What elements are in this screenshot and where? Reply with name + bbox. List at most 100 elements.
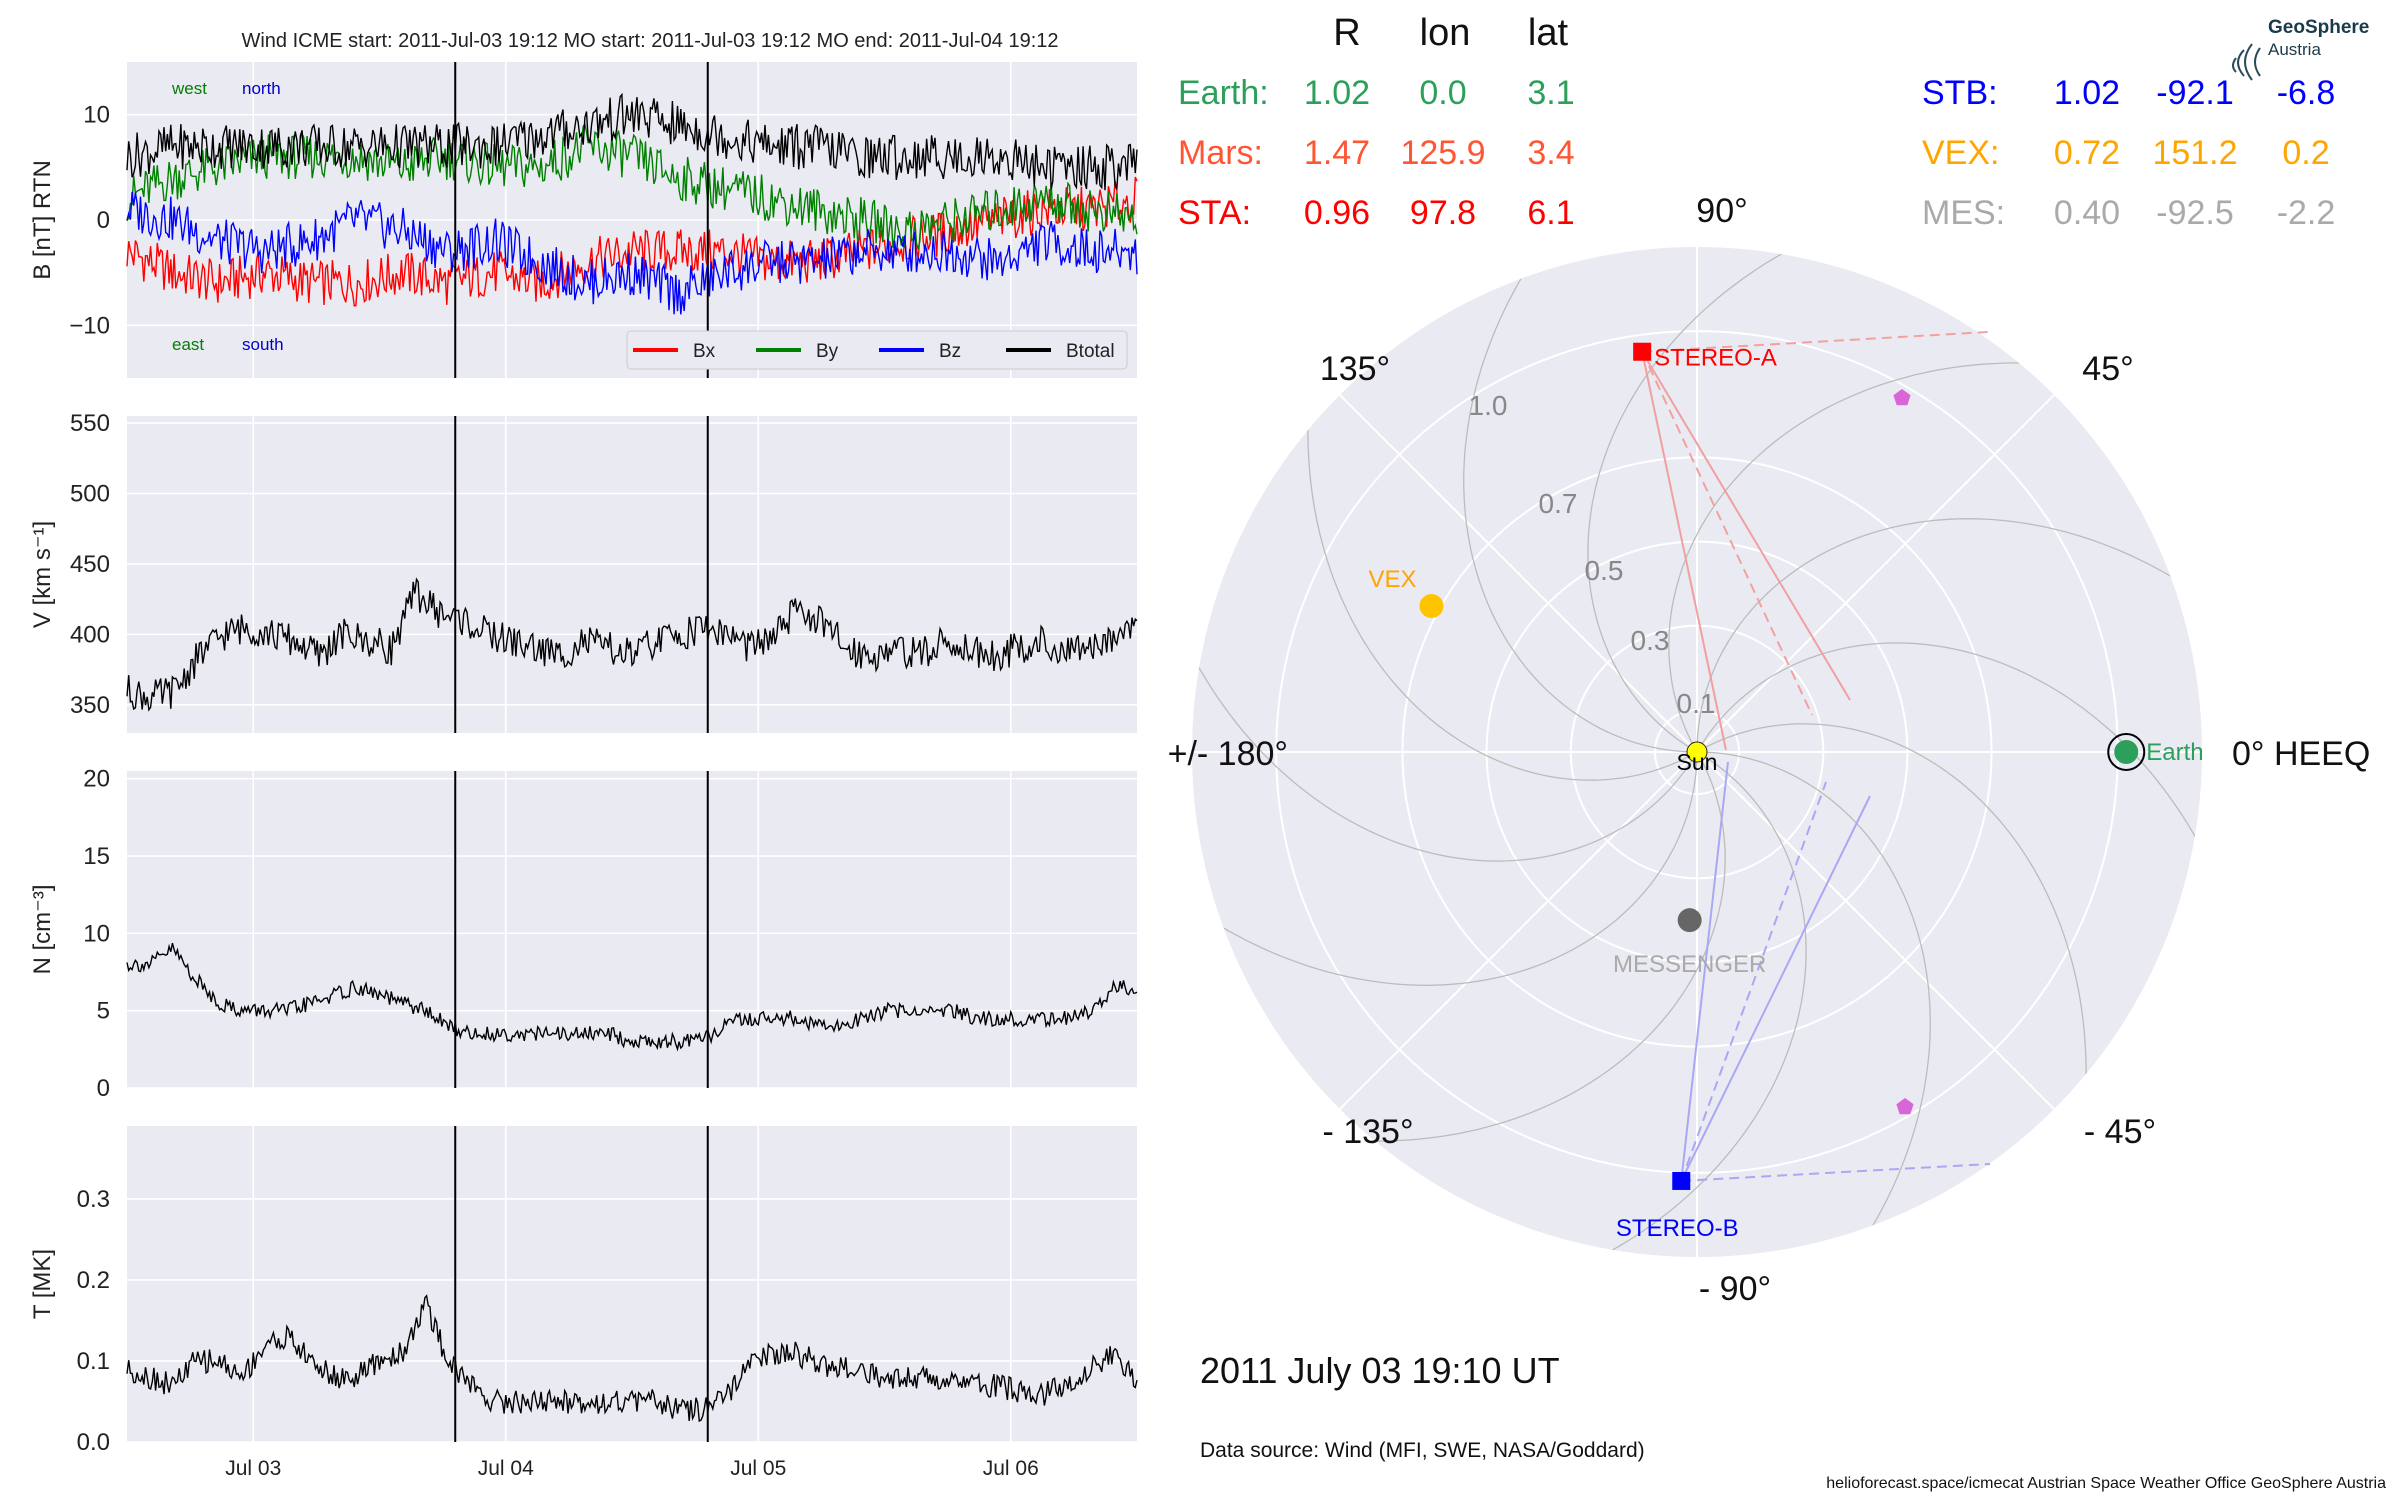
- table-row-name: Mars:: [1178, 134, 1263, 172]
- time-series-panels: 10 0 −10 B [nT] RTN west north east south Bx By Bz…: [29, 62, 1138, 1480]
- y-tick-label: 350: [70, 692, 110, 719]
- planet-marker: [1896, 1098, 1914, 1115]
- table-cell-r: 0.40: [2054, 194, 2120, 232]
- table-row-name: MES:: [1922, 194, 2005, 232]
- series-line-bz: [126, 191, 1138, 315]
- table-cell-lat: 0.2: [2282, 134, 2329, 172]
- earth-label: Earth: [2146, 739, 2203, 766]
- radius-label: 1.0: [1469, 390, 1508, 421]
- table-cell-lat: 3.1: [1527, 74, 1574, 112]
- series-line-bx: [126, 176, 1138, 307]
- parker-spiral-line: [1696, 518, 2202, 744]
- legend-label: Btotal: [1066, 341, 1115, 362]
- table-cell-lat: -6.8: [2277, 74, 2336, 112]
- y-tick-label: 0: [97, 207, 110, 234]
- table-cell-r: 0.72: [2054, 134, 2120, 172]
- stb-fov-line: [1681, 1163, 1991, 1182]
- y-tick-label: 500: [70, 480, 110, 507]
- y-tick-label: −10: [69, 312, 110, 339]
- radius-label: 0.5: [1585, 555, 1624, 586]
- logo-swirl-icon: [2232, 43, 2261, 81]
- parker-spiral-line: [1570, 755, 1807, 1257]
- parker-spiral-line: [1704, 723, 2087, 1122]
- annotation-west: west: [171, 79, 207, 98]
- table-cell-r: 0.96: [1304, 194, 1370, 232]
- y-axis-label: V [km s⁻¹]: [29, 521, 56, 628]
- series-line-data: [126, 577, 1138, 712]
- angle-label: 45°: [2082, 350, 2133, 388]
- stereoa-label: STEREO-A: [1654, 345, 1777, 372]
- data-source-label: Data source: Wind (MFI, SWE, NASA/Goddar…: [1200, 1439, 1645, 1462]
- stereoa-marker: [1633, 342, 1652, 361]
- angle-label: 90°: [1696, 192, 1747, 230]
- panel-background: [127, 416, 1137, 733]
- y-tick-label: 0.2: [77, 1267, 110, 1294]
- messenger-label: MESSENGER: [1613, 951, 1766, 978]
- table-cell-lat: 3.4: [1527, 134, 1574, 172]
- legend-box: [626, 330, 1128, 370]
- parker-spiral-line: [1192, 760, 1698, 986]
- credits-label: helioforecast.space/icmecat Austrian Spa…: [1826, 1475, 2386, 1492]
- table-cell-r: 1.02: [1304, 74, 1370, 112]
- table-cell-lon: 97.8: [1410, 194, 1476, 232]
- y-tick-label: 0.1: [77, 1348, 110, 1375]
- table-header: lon: [1420, 12, 1471, 54]
- y-tick-label: 15: [83, 843, 110, 870]
- sun-marker: [1686, 741, 1708, 763]
- y-tick-label: 5: [97, 998, 110, 1025]
- angle-label: - 90°: [1699, 1270, 1771, 1308]
- stb-fov-line: [1680, 781, 1827, 1182]
- panel-1: 550 500 450 400 350 V [km s⁻¹]: [29, 410, 1138, 733]
- y-tick-label: 20: [83, 766, 110, 793]
- table-row-name: STB:: [1922, 74, 1998, 112]
- parker-spiral-line: [1307, 382, 1690, 781]
- x-tick-label: Jul 04: [478, 1457, 534, 1480]
- parker-spiral-line: [1668, 362, 2067, 745]
- annotation-east: east: [172, 335, 204, 354]
- angle-label: - 135°: [1322, 1113, 1413, 1151]
- series-line-by: [126, 122, 1138, 250]
- radius-label: 0.7: [1539, 488, 1578, 519]
- angle-spoke: [1696, 394, 2055, 753]
- parker-spiral-line: [1463, 247, 1689, 753]
- datetime-label: 2011 July 03 19:10 UT: [1200, 1350, 1560, 1391]
- table-row-name: STA:: [1178, 194, 1251, 232]
- sta-fov-line: [1641, 351, 1727, 751]
- y-tick-label: 0.0: [77, 1429, 110, 1456]
- logo-subname: Austria: [2268, 40, 2321, 59]
- angle-label: 135°: [1320, 350, 1390, 388]
- stb-fov-line: [1680, 761, 1729, 1182]
- stereob-label: STEREO-B: [1616, 1215, 1739, 1242]
- table-cell-lon: -92.5: [2156, 194, 2234, 232]
- annotation-south: south: [242, 335, 284, 354]
- logo-name: GeoSphere: [2268, 17, 2369, 38]
- table-cell-lon: 151.2: [2152, 134, 2237, 172]
- angle-spoke: [1339, 751, 1698, 1110]
- panel-2: 20 15 10 5 0 N [cm⁻³]: [29, 766, 1138, 1102]
- legend: Bx By Bz Btotal: [626, 330, 1128, 370]
- table-header: R: [1333, 12, 1360, 54]
- parker-spiral-line: [1327, 759, 1726, 1142]
- table-cell-lat: 6.1: [1527, 194, 1574, 232]
- series-line-data: [126, 942, 1138, 1052]
- stereob-marker: [1672, 1171, 1691, 1190]
- annotation-north: north: [242, 79, 281, 98]
- angle-label: 0° HEEQ: [2232, 735, 2370, 773]
- vex-label: VEX: [1368, 566, 1416, 593]
- messenger-marker: [1677, 908, 1702, 933]
- panel-0: 10 0 −10 B [nT] RTN west north east south Bx By Bz…: [29, 62, 1138, 378]
- angle-spoke: [1339, 394, 1698, 753]
- parker-spiral-line: [1700, 642, 2202, 879]
- table-row-name: VEX:: [1922, 134, 1999, 172]
- series-line-btotal: [126, 92, 1138, 191]
- x-tick-label: Jul 06: [983, 1457, 1039, 1480]
- y-tick-label: 10: [83, 102, 110, 129]
- y-axis-label: B [nT] RTN: [29, 160, 56, 280]
- polar-orbit-plot: 90° 45° 0° HEEQ - 45° - 90° - 135° +/- 180° 135…: [1168, 192, 2371, 1308]
- parker-spiral-line: [1587, 247, 1824, 749]
- stb-fov-line: [1680, 795, 1871, 1182]
- geosphere-logo: GeoSphere Austria: [2232, 17, 2369, 81]
- y-axis-label: N [cm⁻³]: [29, 885, 56, 975]
- parker-spiral-line: [1192, 625, 1694, 862]
